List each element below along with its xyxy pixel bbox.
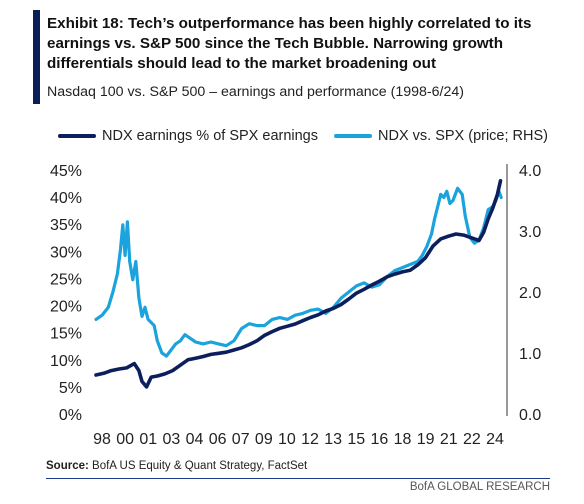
y-left-tick-label: 20% — [50, 299, 82, 316]
source-note: Source: BofA US Equity & Quant Strategy,… — [46, 460, 307, 472]
y-left-tick-label: 45% — [50, 163, 82, 180]
source-text: BofA US Equity & Quant Strategy, FactSet — [92, 460, 308, 472]
y-right-tick-label: 2.0 — [519, 285, 541, 302]
y-right-tick-label: 1.0 — [519, 346, 541, 363]
x-tick-label: 21 — [440, 431, 458, 448]
y-left-tick-label: 35% — [50, 217, 82, 234]
x-tick-label: 18 — [394, 431, 412, 448]
x-tick-label: 22 — [463, 431, 481, 448]
series-line-price — [94, 186, 503, 358]
legend-item-earnings: NDX earnings % of SPX earnings — [58, 128, 318, 144]
x-tick-label: 12 — [301, 431, 319, 448]
x-tick-label: 15 — [347, 431, 365, 448]
y-left-tick-label: 5% — [59, 380, 82, 397]
x-tick-label: 16 — [371, 431, 389, 448]
brand-footer: BofA GLOBAL RESEARCH — [409, 481, 550, 493]
chart-subtitle: Nasdaq 100 vs. S&P 500 – earnings and pe… — [47, 84, 464, 100]
legend-label-earnings: NDX earnings % of SPX earnings — [102, 128, 318, 144]
x-tick-label: 19 — [417, 431, 435, 448]
y-right-tick-label: 3.0 — [519, 224, 541, 241]
y-left-tick-label: 15% — [50, 326, 82, 343]
footer-divider — [46, 478, 550, 479]
x-tick-label: 07 — [232, 431, 250, 448]
x-tick-label: 04 — [186, 431, 204, 448]
legend-item-price: NDX vs. SPX (price; RHS) — [334, 128, 548, 144]
x-tick-label: 24 — [486, 431, 504, 448]
x-tick-label: 06 — [209, 431, 227, 448]
y-left-tick-label: 0% — [59, 407, 82, 424]
y-left-tick-label: 25% — [50, 271, 82, 288]
legend-swatch-earnings — [58, 134, 96, 138]
legend: NDX earnings % of SPX earnings NDX vs. S… — [58, 128, 564, 144]
title-accent-bar — [33, 10, 40, 104]
y-left-tick-label: 10% — [50, 353, 82, 370]
chart-title: Exhibit 18: Tech’s outperformance has be… — [47, 15, 532, 72]
legend-swatch-price — [334, 134, 372, 138]
x-tick-label: 01 — [139, 431, 157, 448]
x-tick-label: 10 — [278, 431, 296, 448]
series-line-earnings — [94, 179, 503, 389]
y-left-tick-label: 40% — [50, 190, 82, 207]
y-left-tick-label: 30% — [50, 244, 82, 261]
x-tick-label: 03 — [162, 431, 180, 448]
x-tick-label: 98 — [93, 431, 111, 448]
x-tick-label: 00 — [116, 431, 134, 448]
legend-label-price: NDX vs. SPX (price; RHS) — [378, 128, 548, 144]
x-tick-label: 09 — [255, 431, 273, 448]
x-tick-label: 13 — [324, 431, 342, 448]
source-label: Source: — [46, 460, 89, 472]
y-right-tick-label: 0.0 — [519, 407, 541, 424]
y-right-tick-label: 4.0 — [519, 163, 541, 180]
